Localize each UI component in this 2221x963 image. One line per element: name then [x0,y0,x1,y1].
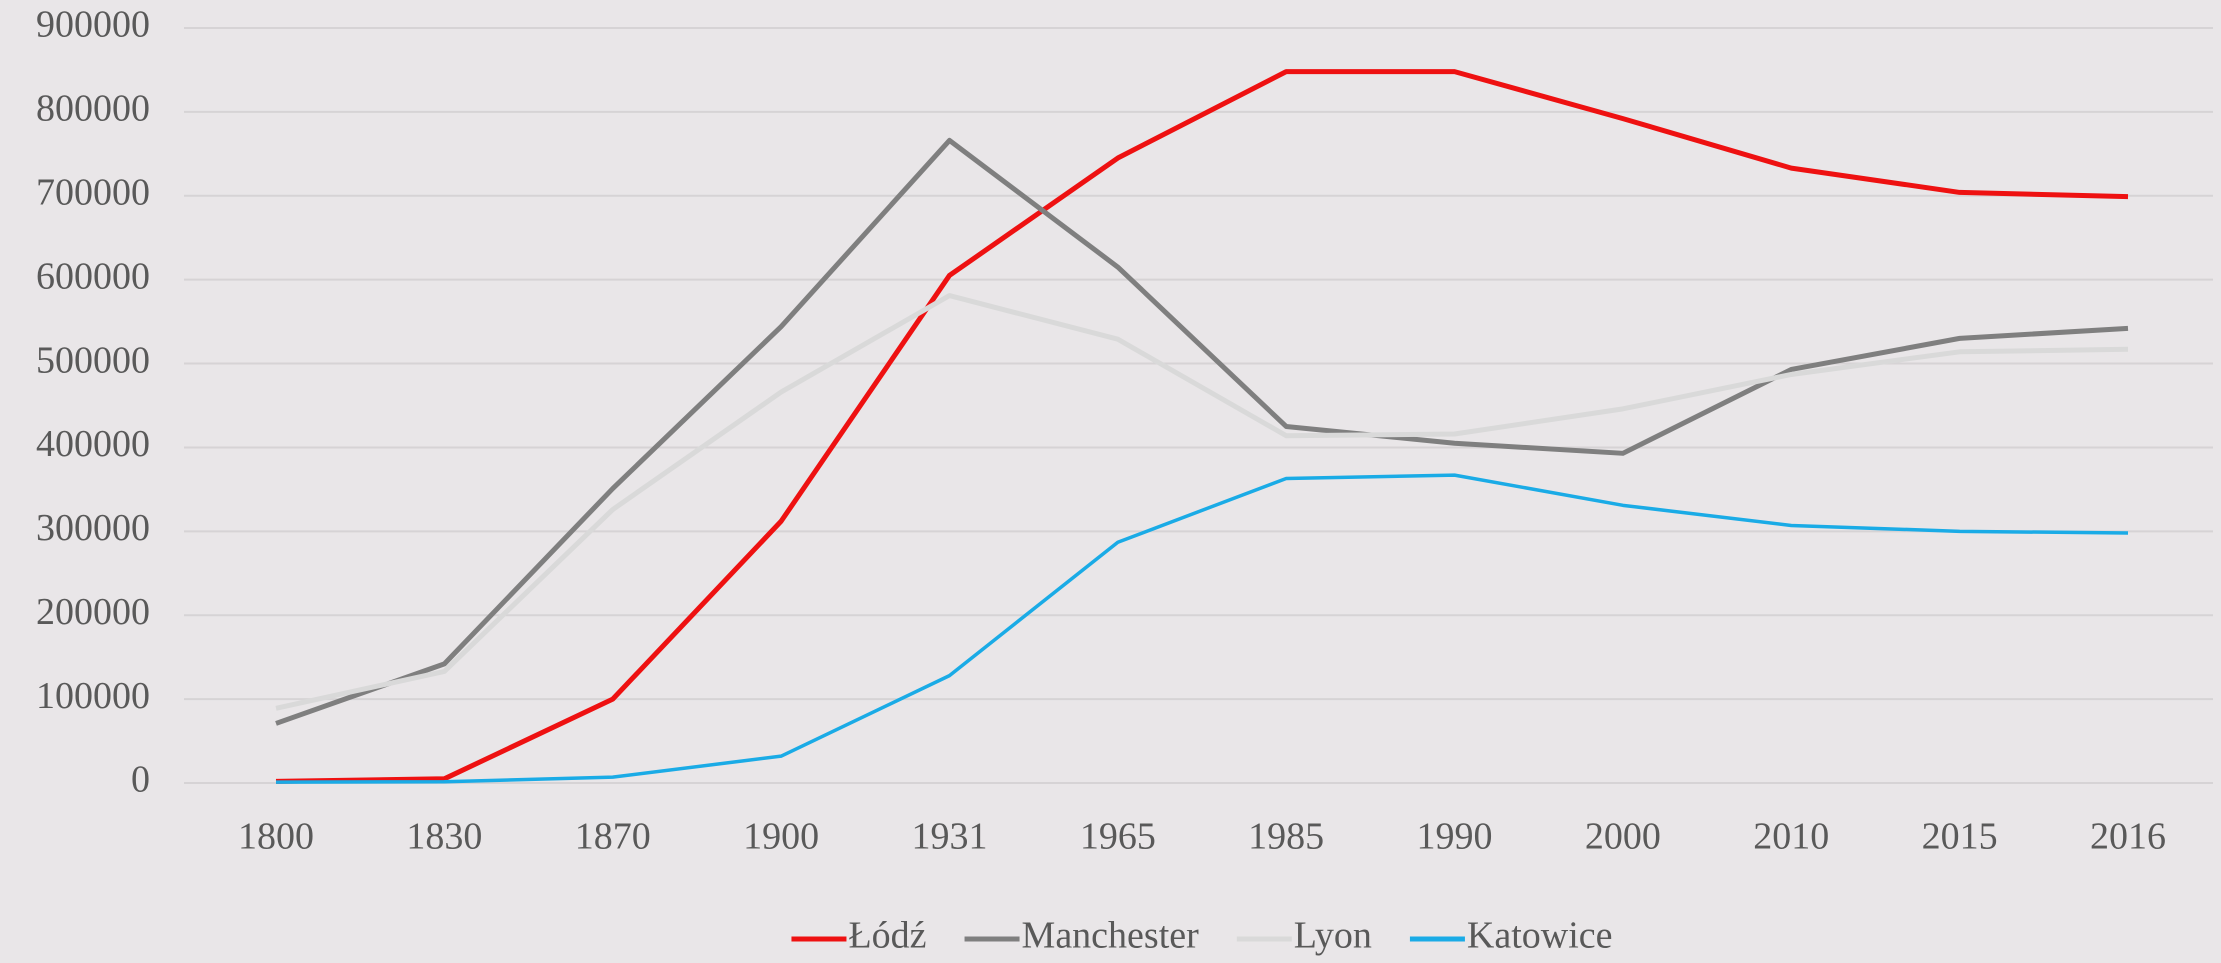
x-tick-label: 1985 [1248,816,1324,858]
y-tick-label: 0 [131,759,150,801]
legend-label: Lyon [1294,915,1372,957]
x-tick-label: 2000 [1585,816,1661,858]
x-tick-label: 1900 [743,816,819,858]
x-tick-label: 1830 [406,816,482,858]
x-tick-label: 1965 [1080,816,1156,858]
y-tick-label: 700000 [36,171,150,213]
y-tick-label: 100000 [36,675,150,717]
legend-label: Manchester [1022,915,1200,957]
x-tick-label: 1990 [1417,816,1493,858]
legend-label: Łódź [848,915,926,957]
series-line [275,293,2129,711]
y-tick-label: 400000 [36,423,150,465]
y-tick-label: 300000 [36,507,150,549]
series-line [275,137,2129,726]
x-tick-label: 1870 [575,816,651,858]
y-tick-label: 900000 [36,4,150,46]
x-tick-label: 1800 [238,816,314,858]
y-tick-label: 600000 [36,255,150,297]
x-tick-label: 1931 [911,816,987,858]
series-line [275,69,2129,784]
legend-label: Katowice [1467,915,1613,957]
y-tick-label: 500000 [36,339,150,381]
series-line [275,473,2129,784]
x-tick-label: 2010 [1753,816,1829,858]
x-tick-label: 2016 [2090,816,2166,858]
y-tick-label: 200000 [36,591,150,633]
y-tick-label: 800000 [36,88,150,130]
x-tick-label: 2015 [1922,816,1998,858]
